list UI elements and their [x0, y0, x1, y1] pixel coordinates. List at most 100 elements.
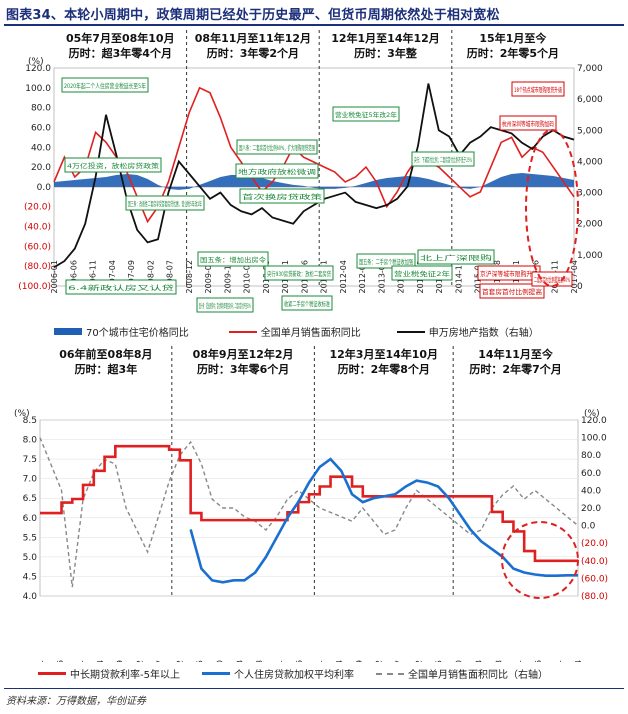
- right-tick-label: 6,000: [577, 95, 603, 105]
- period-duration-label: 历时：3年整: [354, 46, 417, 60]
- right-tick-label: (20.0): [581, 539, 608, 549]
- annotation-text-green: 营业税免征2年: [394, 269, 451, 278]
- left-tick-label: (100.0): [18, 282, 51, 292]
- x-tick-label: 2016-01: [514, 660, 523, 662]
- series-line-index: [53, 83, 575, 269]
- policy-cycle-chart: 120.0 100.0 80.0 60.0 40.0 20.0 0.0 (20.0) (40.0…: [18, 30, 603, 313]
- right-unit-label: (%): [584, 409, 600, 419]
- x-tick-label: 2006-01: [36, 660, 45, 662]
- left-tick-label: (40.0): [24, 223, 51, 233]
- legend-swatch-blue-area: [54, 328, 82, 335]
- right-tick-label: 7,000: [577, 64, 603, 74]
- period-range-label: 12年1月至14年12月: [331, 31, 440, 45]
- x-tick-label: 2007-09: [127, 260, 136, 293]
- right-tick-label: 1,000: [577, 251, 603, 261]
- legend-swatch-red-rate: [38, 672, 66, 675]
- left-tick-label: 100.0: [25, 84, 51, 94]
- x-tick-label: 2012-04: [335, 660, 344, 662]
- period-duration-label: 历时：2年零7个月: [469, 362, 561, 376]
- x-tick-label: 2010-03: [235, 660, 244, 662]
- annotation-text-green: 国十条：提出限购令；首付和利率差别对待；二套房首付升至50%: [199, 301, 251, 310]
- x-tick-label: 2007-04: [108, 260, 117, 293]
- left-tick-label: 7.5: [23, 455, 37, 465]
- x-tick-label: 2014-10: [454, 660, 463, 662]
- x-tick-label: 2007-04: [96, 660, 105, 662]
- x-tick-label: 2006-06: [56, 660, 65, 662]
- right-tick-label: (80.0): [581, 592, 608, 602]
- annotation-text-green: 地方政府放松微调: [238, 167, 316, 176]
- annotation-box-green: [236, 139, 318, 155]
- right-tick-label: 100.0: [581, 434, 607, 444]
- legend-swatch-gray-dash: [375, 672, 404, 675]
- x-tick-label: 2009-05: [204, 260, 213, 293]
- legend-label-sales-right: 全国单月销售面积同比（右轴）: [407, 670, 548, 681]
- x-tick-label: 2017-04: [570, 260, 579, 293]
- period-range-label: 12年3月至14年10月: [329, 347, 438, 361]
- annotation-box-red: [499, 115, 557, 131]
- left-tick-label: (20.0): [24, 203, 51, 213]
- annotation-text-red: 杭州深圳等城市限购加码: [502, 119, 554, 128]
- x-tick-label: 2012-04: [339, 260, 348, 293]
- x-tick-label: 2007-09: [116, 660, 125, 662]
- period-range-label: 08年9月至12年2月: [193, 347, 294, 361]
- title-divider: [4, 24, 624, 26]
- annotation-text-red: 京沪深等城市限购升级: [480, 269, 538, 278]
- left-tick-label: 4.0: [23, 592, 38, 602]
- right-tick-label: 0.0: [581, 522, 596, 532]
- figure-title: 图表34、本轮小周期中，政策周期已经处于历史最严、但货币周期依然处于相对宽松: [6, 8, 500, 23]
- period-duration-label: 历时：3年零2个月: [207, 46, 299, 60]
- left-tick-label: 120.0: [25, 64, 51, 74]
- series-line-sales-yoy-right: [39, 437, 579, 588]
- x-tick-label: 2013-07: [395, 660, 404, 662]
- left-tick-label: (80.0): [24, 262, 51, 272]
- annotation-text-green: 2020年起二个人住房营业税延长至5年: [64, 81, 146, 90]
- x-tick-label: 2008-07: [156, 660, 165, 662]
- top-legend: 70个城市住宅价格同比 全国单月销售面积同比 申万房地产指数（右轴）: [54, 324, 539, 339]
- x-tick-label: 2009-10: [223, 260, 232, 293]
- period-duration-label: 历时：超3年零4个月: [69, 46, 172, 60]
- annotation-text-green: 营业税免征5年改2年: [335, 110, 398, 119]
- annotation-box-red: [479, 283, 545, 299]
- x-tick-label: 2012-09: [355, 660, 364, 662]
- x-tick-label: 2016-06: [534, 660, 543, 662]
- right-tick-label: 120.0: [581, 416, 607, 426]
- x-tick-label: 2013-02: [375, 660, 384, 662]
- period-duration-label: 历时：3年零6个月: [197, 362, 289, 376]
- annotation-box-green: [65, 279, 177, 295]
- left-tick-label: 6.5: [23, 494, 37, 504]
- annotation-text-green: 国八条：二套房首付比例60%，扩大限购限贷范围: [239, 143, 315, 152]
- x-tick-label: 2006-11: [76, 660, 85, 662]
- annotation-text-green: 4万亿投资，放松房贷政策: [67, 161, 160, 170]
- x-tick-label: 2008-12: [175, 660, 184, 662]
- period-range-label: 14年11月至今: [478, 347, 554, 361]
- annotation-box-green: [332, 106, 400, 122]
- x-tick-label: 2011-01: [275, 660, 284, 662]
- annotation-text-green: 国五条：二手房个税征收加强: [359, 257, 413, 266]
- annotation-text-green: 6.4新政认房又认贷: [68, 283, 175, 292]
- annotation-box-green: [125, 195, 205, 211]
- right-tick-label: 0: [577, 282, 583, 292]
- left-tick-label: 5.5: [23, 533, 37, 543]
- left-tick-label: 80.0: [31, 104, 51, 114]
- annotation-box-green: [281, 295, 333, 311]
- source-divider: [4, 688, 624, 689]
- x-tick-label: 2010-08: [255, 660, 264, 662]
- x-tick-label: 2008-07: [166, 260, 175, 293]
- series-area-price-yoy: [54, 173, 574, 190]
- legend-label-index: 申万房地产指数（右轴）: [428, 328, 539, 339]
- left-unit-label: (%): [28, 57, 44, 67]
- x-tick-label: 2012-09: [358, 260, 367, 293]
- annotation-box-green: [356, 253, 416, 269]
- x-tick-label: 2010-03: [243, 260, 252, 293]
- left-tick-label: 7.0: [23, 475, 38, 485]
- bottom-legend: 中长期贷款利率-5年以上 个人住房贷款加权平均利率 全国单月销售面积同比（右轴）: [38, 666, 548, 681]
- source-note: 资料来源：万得数据，华创证券: [6, 696, 146, 707]
- right-tick-label: (60.0): [581, 574, 608, 584]
- annotation-box-green: [264, 265, 334, 281]
- plot-frame: [53, 67, 575, 287]
- x-tick-label: 2008-02: [136, 660, 145, 662]
- x-tick-label: 2017-04: [574, 660, 583, 662]
- right-tick-label: 60.0: [581, 469, 601, 479]
- x-tick-label: 2006-01: [50, 260, 59, 293]
- highlight-circle: [501, 521, 579, 599]
